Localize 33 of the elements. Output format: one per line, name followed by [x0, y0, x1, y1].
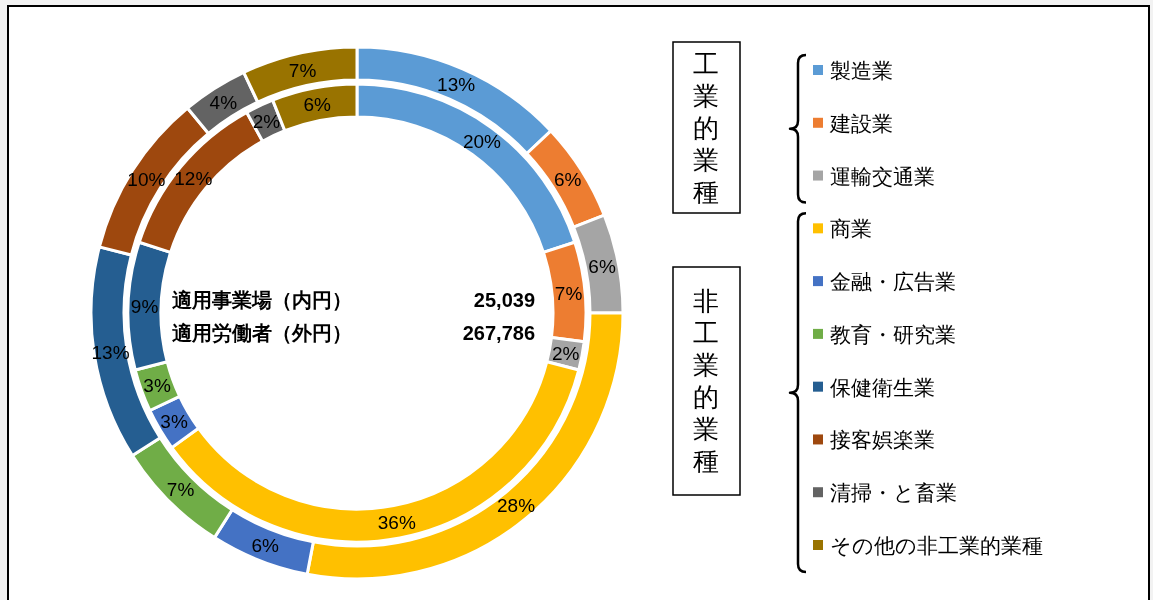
data-label: 6% — [588, 256, 616, 278]
data-label: 13% — [437, 74, 476, 96]
text: 非工業的業種 — [693, 286, 719, 476]
data-label: 4% — [209, 92, 238, 114]
data-label: 3% — [160, 411, 188, 433]
data-label: 6% — [303, 94, 332, 116]
legend-label: 清掃・と畜業 — [830, 481, 957, 505]
data-label: 28% — [497, 495, 536, 517]
data-label: 7% — [166, 479, 195, 501]
text: 267,786 — [462, 322, 535, 344]
legend-label: 運輸交通業 — [830, 164, 935, 188]
data-label: 7% — [288, 59, 317, 81]
data-label: 20% — [462, 131, 502, 153]
text: 適用労働者（外円） — [172, 322, 352, 344]
legend-label: その他の非工業的業種 — [830, 534, 1043, 557]
data-label: 7% — [554, 283, 583, 304]
legend-label: 製造業 — [830, 59, 893, 82]
legend-label: 教育・研究業 — [830, 322, 956, 346]
data-label: 12% — [174, 167, 213, 189]
legend-label: 接客娯楽業 — [830, 428, 935, 452]
text: 適用事業場（内円） — [172, 289, 352, 311]
legend-label: 金融・広告業 — [830, 270, 956, 294]
text: 工業的業種 — [693, 48, 719, 207]
legend-label: 商業 — [830, 217, 872, 241]
data-label: 2% — [552, 342, 580, 364]
data-label: 6% — [251, 534, 279, 556]
legend-label: 保健衛生業 — [830, 375, 935, 399]
data-label: 3% — [143, 374, 171, 396]
data-label: 6% — [553, 169, 582, 191]
legend-label: 建設業 — [829, 111, 893, 135]
data-label: 36% — [377, 511, 416, 533]
text: 25,039 — [473, 289, 535, 311]
data-label: 9% — [130, 296, 159, 318]
